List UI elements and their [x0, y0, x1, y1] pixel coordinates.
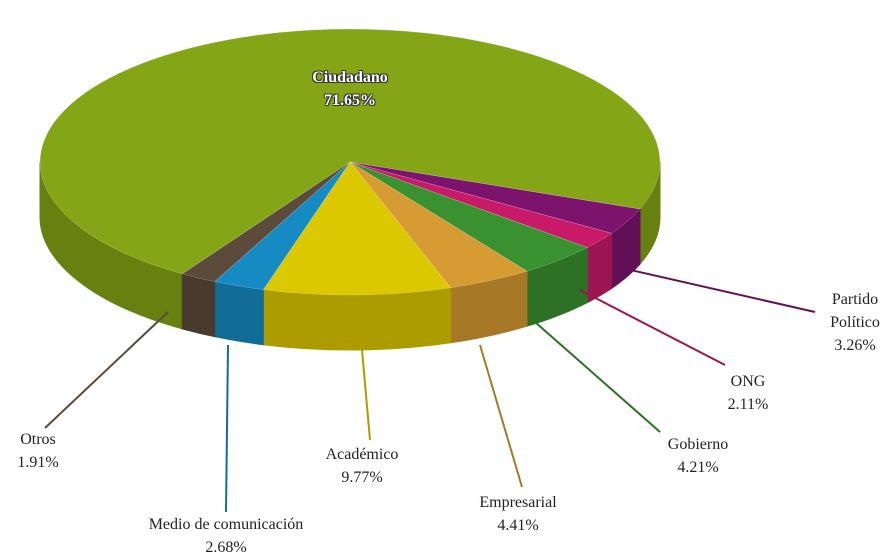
value-label: 2.11%	[727, 396, 769, 413]
value-label: 71.65%	[324, 92, 376, 109]
slice-label: Partido Político 3.26%	[815, 288, 888, 357]
pie-slice	[262, 161, 452, 296]
slice-label: Otros 1.91%	[17, 428, 58, 474]
pie-slice	[349, 161, 588, 272]
pie-slice	[39, 28, 661, 275]
slice-label: Empresarial 4.41%	[479, 491, 556, 537]
leader-line	[534, 321, 661, 433]
value-label: 1.91%	[17, 454, 59, 471]
leader-line	[479, 344, 523, 488]
category-name: Otros	[20, 431, 56, 448]
value-label: 9.77%	[341, 469, 383, 486]
pie-slice	[349, 161, 528, 289]
slice-label: Medio de comunicación 2.68%	[149, 513, 304, 558]
pie-sides	[39, 161, 661, 351]
pie-slice	[181, 161, 351, 282]
pie-slice	[214, 161, 351, 290]
slice-label: Ciudadano 71.65%	[312, 66, 388, 112]
leader-line	[361, 349, 371, 441]
slice-side	[262, 287, 452, 351]
leader-line	[225, 344, 229, 513]
category-name: Medio de comunicación	[148, 516, 304, 533]
leader-line	[579, 289, 726, 366]
pie-slice	[349, 161, 641, 234]
slice-label: Gobierno 4.21%	[668, 433, 728, 479]
slice-label: ONG 2.11%	[728, 370, 769, 416]
category-name: Ciudadano	[312, 69, 388, 86]
category-name: Partido Político	[830, 291, 880, 331]
pie-slice	[349, 161, 613, 248]
category-name: Empresarial	[479, 494, 557, 511]
slice-side	[214, 281, 264, 346]
value-label: 2.68%	[205, 539, 247, 556]
value-label: 4.21%	[677, 459, 719, 476]
leader-line	[44, 311, 169, 429]
category-name: Gobierno	[667, 436, 729, 453]
slice-side	[181, 273, 216, 338]
category-name: Académico	[325, 446, 399, 463]
value-label: 4.41%	[497, 517, 539, 534]
leader-line	[621, 267, 816, 313]
value-label: 3.26%	[834, 337, 876, 354]
category-name: ONG	[730, 373, 766, 390]
slice-label: Académico 9.77%	[326, 443, 399, 489]
